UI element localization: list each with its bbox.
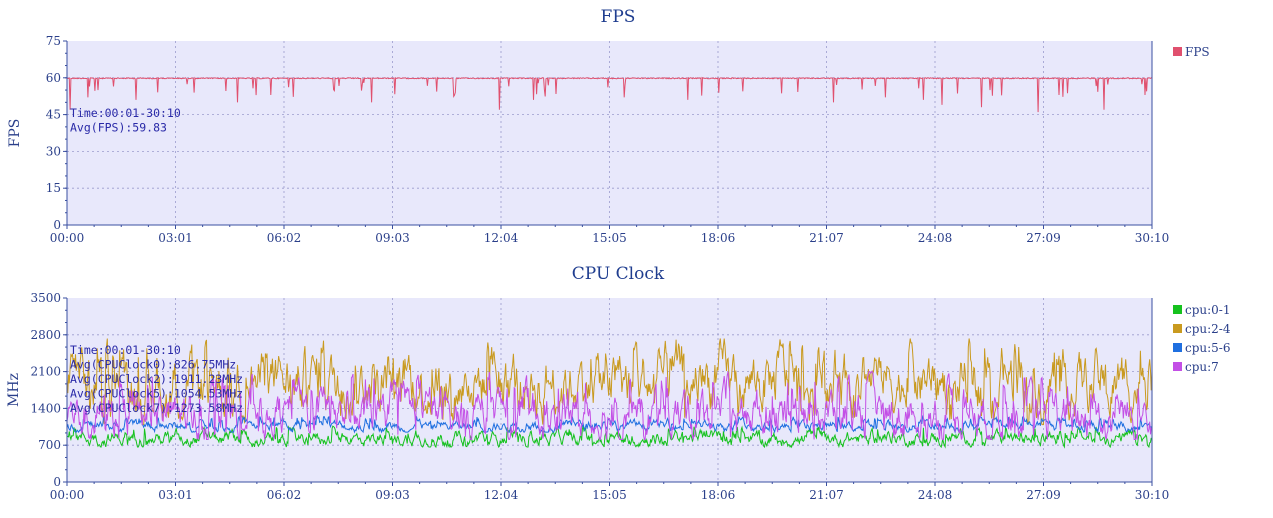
fps-x-tick-label: 30:10 <box>1135 231 1170 245</box>
cpu-legend-label: cpu:7 <box>1185 360 1219 374</box>
cpu-y-tick-label: 2100 <box>30 365 61 379</box>
cpu-x-tick-label: 15:05 <box>592 488 627 502</box>
cpu-x-tick-label: 03:01 <box>158 488 193 502</box>
fps-x-tick-label: 09:03 <box>375 231 410 245</box>
cpu-y-tick-label: 0 <box>53 475 61 489</box>
fps-chart-title: FPS <box>601 7 636 27</box>
cpu-x-tick-label: 24:08 <box>918 488 953 502</box>
cpu-legend-label: cpu:5-6 <box>1185 341 1231 355</box>
fps-x-tick-label: 21:07 <box>809 231 844 245</box>
fps-series-line-fps <box>67 76 1153 113</box>
cpu-legend-label: cpu:0-1 <box>1185 303 1231 317</box>
fps-x-tick-label: 12:04 <box>484 231 519 245</box>
fps-x-tick-label: 24:08 <box>918 231 953 245</box>
cpu-legend-label: cpu:2-4 <box>1185 322 1231 336</box>
fps-x-tick-label: 18:06 <box>701 231 736 245</box>
cpu-x-tick-label: 18:06 <box>701 488 736 502</box>
cpu-x-tick-label: 30:10 <box>1135 488 1170 502</box>
cpu-x-tick-label: 21:07 <box>809 488 844 502</box>
cpu-annotation: Avg(CPUClock2):1911.23MHz <box>70 372 243 386</box>
cpu-clock-chart: 00:00 03:01 06:02 09:03 12:04 15:05 18:06 21:07… <box>6 264 1231 502</box>
cpu-annotation: Time:00:01-30:10 <box>70 343 181 357</box>
fps-y-tick-label: 45 <box>46 108 61 122</box>
cpu-legend-swatch <box>1173 324 1182 333</box>
cpu-x-tick-label: 06:02 <box>267 488 302 502</box>
fps-annotation: Time:00:01-30:10 <box>70 106 181 120</box>
fps-chart: 00:00 03:01 06:02 09:03 12:04 15:05 18:06 21:07… <box>7 7 1210 245</box>
fps-x-tick-label: 15:05 <box>592 231 627 245</box>
cpu-series-line-cpu-7 <box>66 371 1152 441</box>
cpu-legend-swatch <box>1173 343 1182 352</box>
fps-y-tick-label: 30 <box>46 144 61 158</box>
fps-y-tick-label: 75 <box>46 34 61 48</box>
cpu-annotation: Avg(CPUClock0):826.75MHz <box>70 358 236 372</box>
cpu-chart-title: CPU Clock <box>572 264 665 284</box>
cpu-annotation: Avg(CPUClock5):1054.53MHz <box>70 387 243 401</box>
cpu-x-tick-label: 27:09 <box>1026 488 1061 502</box>
cpu-x-tick-label: 12:04 <box>484 488 519 502</box>
fps-x-tick-label: 27:09 <box>1026 231 1061 245</box>
cpu-series-line-cpu-0-1 <box>66 424 1153 449</box>
fps-legend-label: FPS <box>1185 45 1210 59</box>
cpu-y-tick-label: 2800 <box>30 328 61 342</box>
fps-legend-swatch <box>1173 47 1182 56</box>
fps-y-tick-label: 0 <box>53 218 61 232</box>
fps-y-label: FPS <box>7 119 23 148</box>
fps-x-tick-label: 03:01 <box>158 231 193 245</box>
cpu-y-tick-label: 3500 <box>30 291 61 305</box>
cpu-y-tick-label: 1400 <box>30 401 61 415</box>
cpu-y-label: MHz <box>6 373 22 407</box>
fps-x-tick-label: 00:00 <box>50 231 85 245</box>
cpu-x-tick-label: 00:00 <box>50 488 85 502</box>
cpu-y-tick-label: 700 <box>38 438 61 452</box>
fps-y-tick-label: 15 <box>46 181 61 195</box>
cpu-series-line-cpu-2-4 <box>66 338 1153 426</box>
fps-y-tick-label: 60 <box>46 71 61 85</box>
fps-x-tick-label: 06:02 <box>267 231 302 245</box>
cpu-annotation: Avg(CPUClock7):1273.58MHz <box>70 401 243 415</box>
cpu-x-tick-label: 09:03 <box>375 488 410 502</box>
cpu-legend-swatch <box>1173 362 1182 371</box>
fps-annotation: Avg(FPS):59.83 <box>70 121 167 135</box>
cpu-legend-swatch <box>1173 305 1182 314</box>
